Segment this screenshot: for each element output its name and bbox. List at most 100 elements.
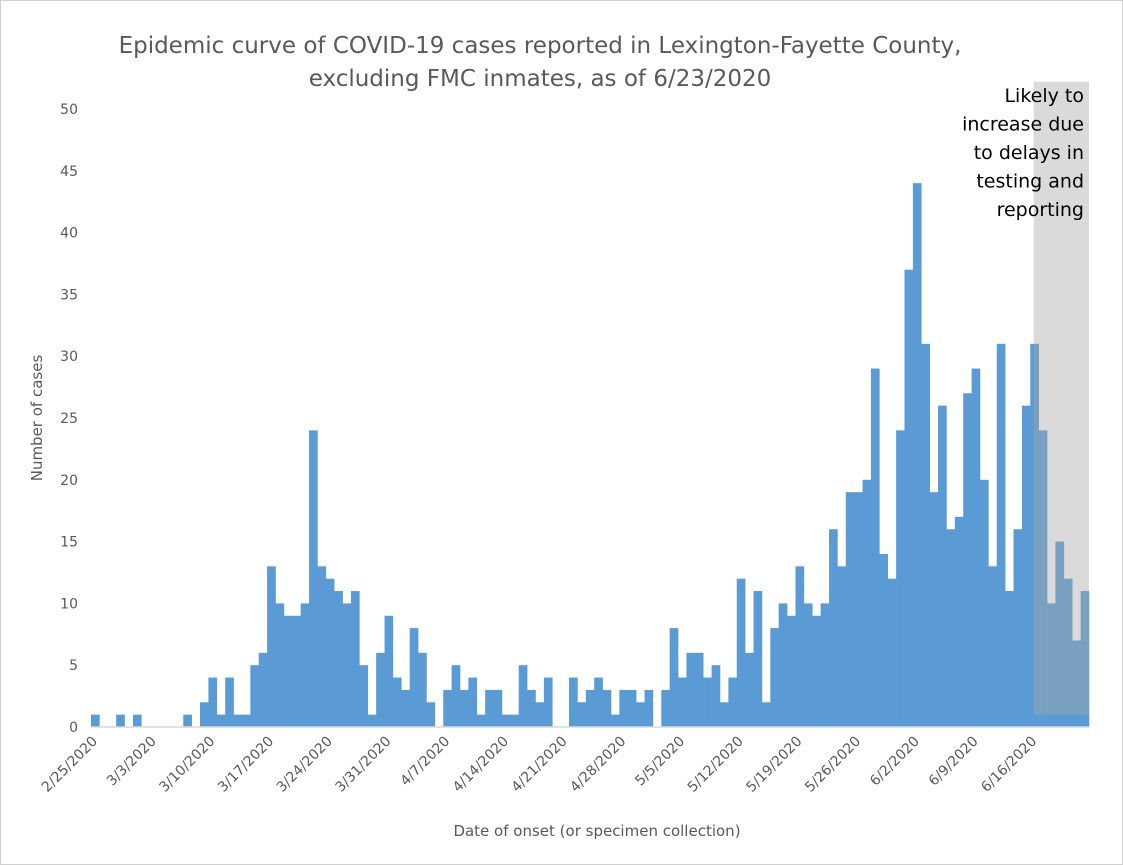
- bar: [661, 689, 670, 727]
- shaded-region: [1033, 81, 1089, 715]
- bar: [1030, 343, 1039, 727]
- bar: [870, 368, 880, 727]
- bar: [778, 603, 788, 727]
- bar: [309, 430, 318, 727]
- shaded-rect: [1033, 81, 1089, 715]
- bar: [359, 665, 369, 727]
- bar: [241, 714, 251, 727]
- x-tick-label: 4/21/2020: [509, 734, 571, 796]
- bar: [485, 689, 494, 727]
- y-tick-label: 20: [60, 473, 78, 489]
- bar: [200, 702, 209, 727]
- bar: [1038, 430, 1048, 727]
- bar: [527, 689, 536, 727]
- bar: [208, 677, 218, 727]
- bar: [132, 714, 142, 727]
- y-tick-label: 25: [60, 411, 78, 427]
- bar: [736, 578, 746, 727]
- bar: [988, 566, 998, 727]
- bar: [954, 516, 964, 727]
- bar: [1005, 591, 1014, 727]
- bar: [644, 689, 654, 727]
- bar: [929, 492, 939, 727]
- x-tick-label: 3/17/2020: [215, 734, 277, 796]
- bar: [585, 689, 595, 727]
- bar: [116, 714, 125, 727]
- bar: [569, 677, 578, 727]
- y-tick-label: 5: [69, 658, 78, 674]
- x-tick-label: 4/14/2020: [450, 734, 512, 796]
- bar: [996, 343, 1006, 727]
- bar: [627, 689, 637, 727]
- bar: [510, 714, 520, 727]
- bar: [275, 603, 285, 727]
- bar: [887, 578, 897, 727]
- bar: [267, 566, 276, 727]
- bar: [694, 652, 704, 727]
- bar: [300, 603, 310, 727]
- bar: [384, 615, 394, 727]
- bar: [401, 689, 410, 727]
- bar: [250, 665, 260, 727]
- bar: [711, 665, 721, 727]
- bar: [334, 591, 343, 727]
- bar: [795, 566, 805, 727]
- bar: [686, 652, 696, 727]
- bar: [283, 615, 293, 727]
- bar: [669, 628, 679, 727]
- bar: [862, 479, 872, 727]
- y-tick-label: 50: [60, 102, 78, 118]
- bar: [761, 702, 771, 727]
- bar: [1063, 578, 1073, 727]
- bar: [292, 615, 301, 727]
- y-tick-label: 35: [60, 287, 78, 303]
- bar: [468, 677, 478, 727]
- bar: [971, 368, 981, 727]
- bar: [1021, 405, 1031, 727]
- y-tick-label: 45: [60, 164, 78, 180]
- y-tick-label: 0: [69, 720, 78, 736]
- y-tick-label: 30: [60, 349, 78, 365]
- bar: [443, 689, 452, 727]
- bar: [1047, 603, 1056, 727]
- bar: [745, 652, 754, 727]
- bar: [678, 677, 687, 727]
- bar: [820, 603, 830, 727]
- bar: [636, 702, 645, 727]
- bar: [921, 343, 930, 727]
- chart-title-line-1: Epidemic curve of COVID-19 cases reporte…: [118, 33, 962, 59]
- x-tick-label: 6/16/2020: [978, 734, 1040, 796]
- bar: [91, 714, 100, 727]
- bar: [837, 566, 847, 727]
- bar: [803, 603, 813, 727]
- bar: [350, 591, 360, 727]
- bar: [912, 183, 922, 727]
- bar: [258, 652, 268, 727]
- bar: [812, 615, 821, 727]
- bar: [1013, 529, 1023, 727]
- bar: [896, 430, 905, 727]
- bar: [753, 591, 763, 727]
- x-tick-label: 3/31/2020: [332, 734, 394, 796]
- bar: [979, 479, 989, 727]
- bar: [787, 615, 796, 727]
- x-tick-label: 4/7/2020: [397, 734, 453, 790]
- bar: [594, 677, 603, 727]
- bar: [854, 492, 863, 727]
- x-axis-ticks: 2/25/2020 3/3/20203/10/20203/17/20203/24/…: [39, 734, 1040, 796]
- x-tick-label: 6/9/2020: [926, 734, 982, 790]
- shaded-region-annotation: Likely to increase due to delays in testing…: [962, 85, 1084, 221]
- y-axis-title: Number of cases: [28, 355, 46, 482]
- bar: [963, 393, 972, 727]
- bar: [451, 665, 461, 727]
- y-tick-label: 15: [60, 535, 78, 551]
- bar: [376, 652, 385, 727]
- x-tick-label: 5/5/2020: [632, 734, 688, 790]
- bar: [233, 714, 243, 727]
- annotation-line: to delays in: [974, 142, 1084, 164]
- bar: [392, 677, 402, 727]
- bar: [543, 677, 553, 727]
- x-tick-label: 3/24/2020: [274, 734, 336, 796]
- bar: [426, 702, 436, 727]
